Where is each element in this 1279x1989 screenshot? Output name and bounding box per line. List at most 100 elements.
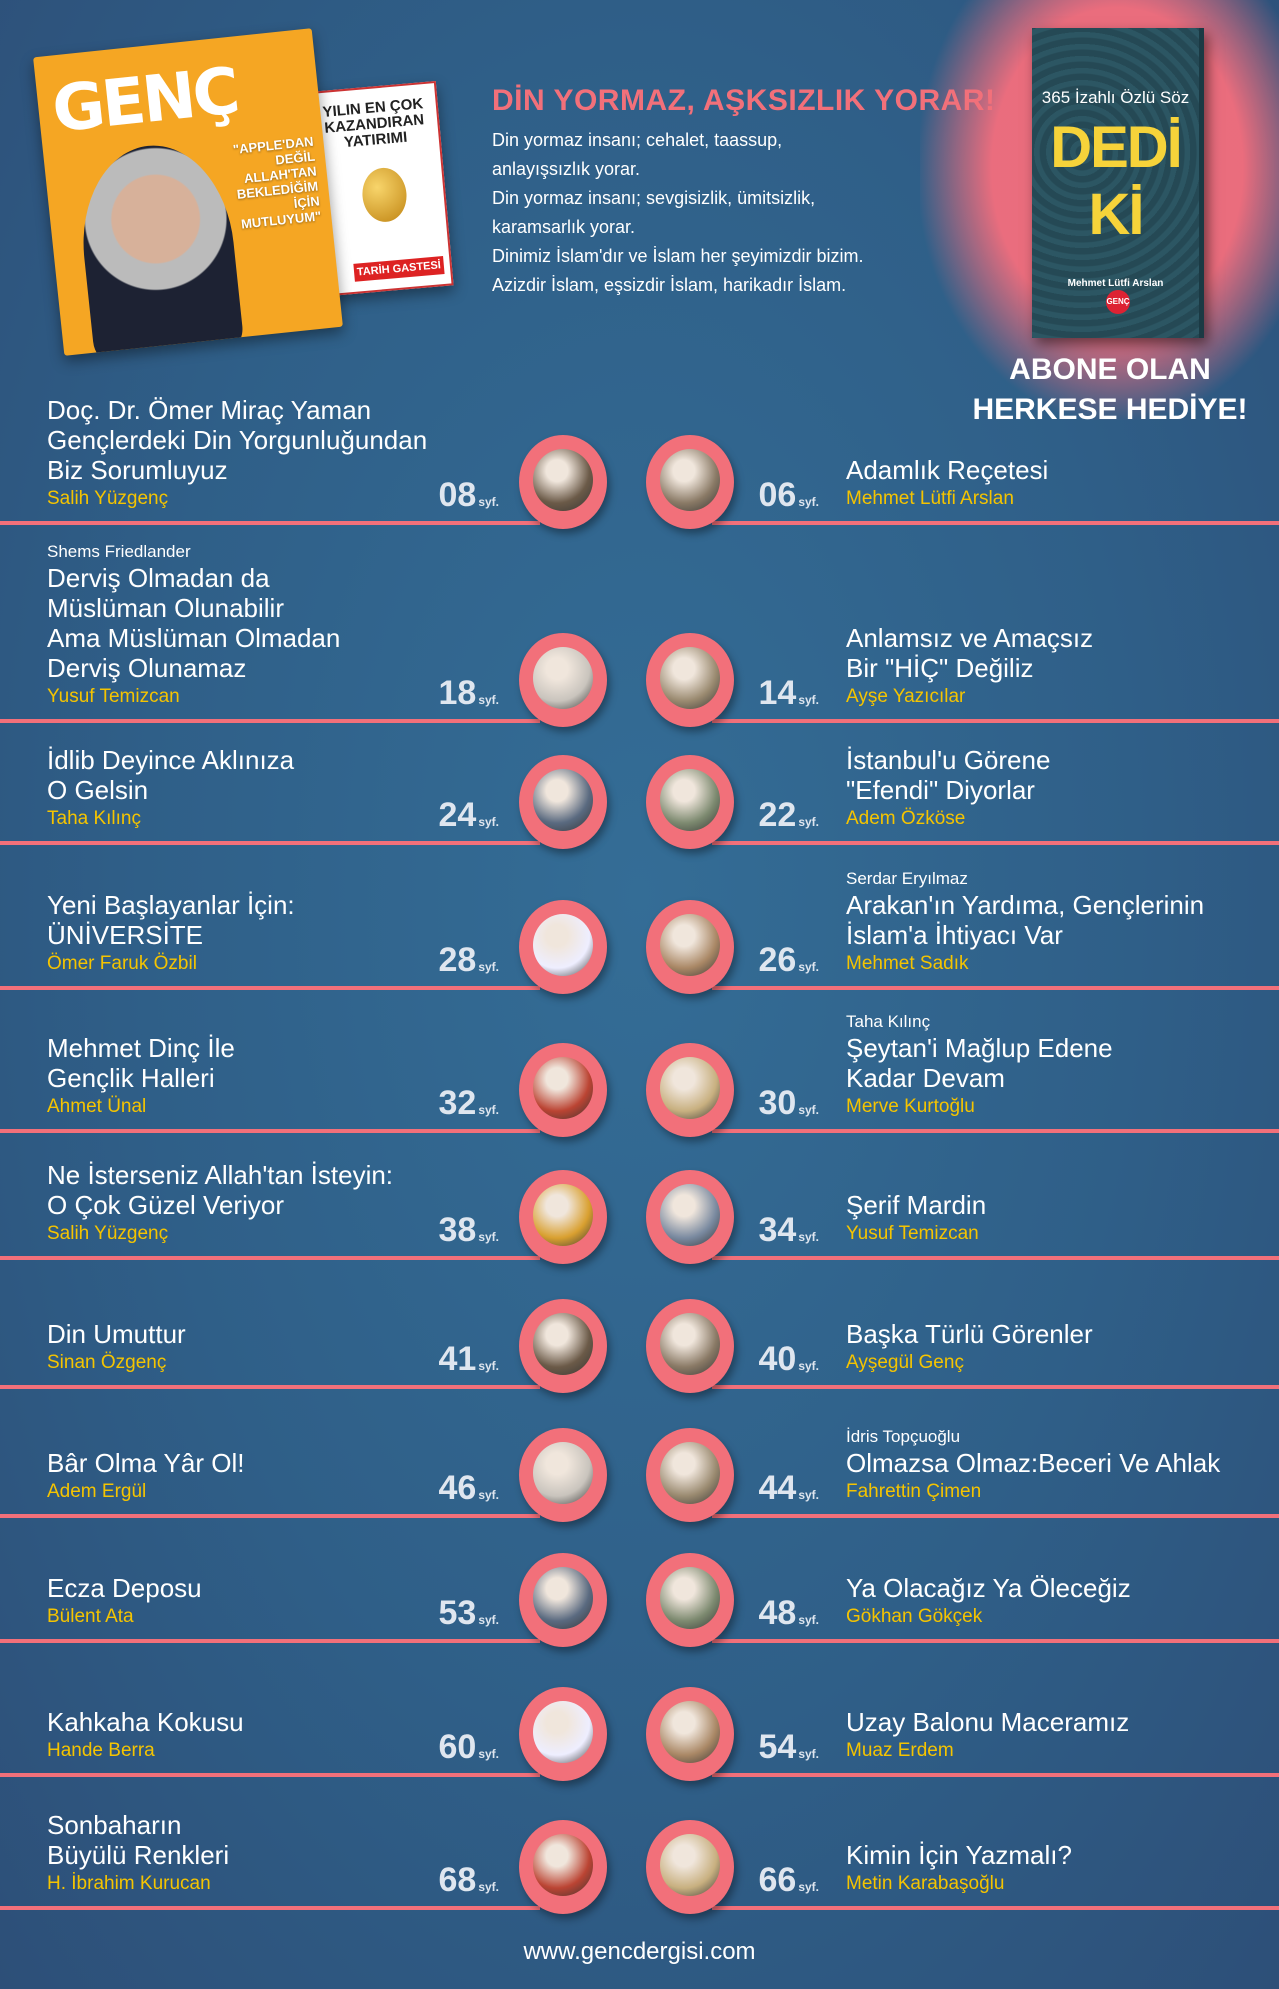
article-interviewee: Taha Kılınç [846, 1012, 931, 1031]
divider-line [712, 1514, 1279, 1518]
article-thumbnail[interactable] [519, 900, 607, 994]
article-left[interactable]: Shems Friedlander Derviş Olmadan da Müslüm… [47, 541, 340, 711]
page-value: 54 [758, 1728, 797, 1766]
page-number: 44 syf. [758, 1470, 819, 1506]
article-right[interactable]: Uzay Balonu Maceramız Muaz Erdem [846, 1707, 1129, 1765]
page-number: 46 syf. [438, 1470, 499, 1506]
article-photo [660, 1313, 720, 1375]
article-author: Ayşegül Genç [846, 1352, 964, 1373]
contents-row: Bâr Olma Yâr Ol! Adem Ergül 46 syf. İdris To… [0, 1389, 1279, 1522]
article-thumbnail[interactable] [519, 1170, 607, 1264]
article-photo [533, 1057, 593, 1119]
article-thumbnail[interactable] [519, 435, 607, 529]
article-thumbnail[interactable] [646, 1299, 734, 1393]
divider-line [0, 986, 540, 990]
page-suffix: syf. [478, 1103, 499, 1117]
article-author: Salih Yüzgenç [47, 488, 169, 509]
article-photo [533, 1313, 593, 1375]
contents-row: Ne İsterseniz Allah'tan İsteyin: O Çok Gü… [0, 1133, 1279, 1264]
article-author: Metin Karabaşoğlu [846, 1873, 1005, 1894]
article-title: Gençlik Halleri [47, 1063, 215, 1093]
article-thumbnail[interactable] [646, 1428, 734, 1522]
article-title: Büyülü Renkleri [47, 1840, 230, 1870]
magazine-cover: GENÇ "APPLE'DAN DEĞİL ALLAH'TAN BEKLEDİĞ… [33, 28, 343, 356]
poem-line: Dinimiz İslam'dır ve İslam her şeyimizdi… [492, 246, 864, 266]
article-thumbnail[interactable] [519, 633, 607, 727]
article-left[interactable]: Ne İsterseniz Allah'tan İsteyin: O Çok Gü… [47, 1160, 393, 1248]
article-author: Fahrettin Çimen [846, 1481, 982, 1502]
article-thumbnail[interactable] [519, 1553, 607, 1647]
article-title: Gençlerdeki Din Yorgunluğundan [47, 425, 428, 455]
article-author: Mehmet Sadık [846, 953, 969, 974]
page-value: 06 [758, 476, 797, 514]
divider-line [0, 1256, 540, 1260]
article-thumbnail[interactable] [646, 900, 734, 994]
article-photo [533, 914, 593, 976]
page-number: 68 syf. [438, 1862, 499, 1898]
article-thumbnail[interactable] [646, 633, 734, 727]
article-left[interactable]: İdlib Deyince Aklınıza O Gelsin Taha Kılın… [47, 745, 294, 833]
article-left[interactable]: Bâr Olma Yâr Ol! Adem Ergül [47, 1448, 244, 1506]
article-left[interactable]: Mehmet Dinç İle Gençlik Halleri Ahmet Ünal [47, 1033, 235, 1121]
article-left[interactable]: Kahkaha Kokusu Hande Berra [47, 1707, 244, 1765]
divider-line [712, 841, 1279, 845]
article-thumbnail[interactable] [646, 1820, 734, 1914]
article-right[interactable]: Taha Kılınç Şeytan'i Mağlup Edene Kadar De… [846, 1011, 1113, 1121]
divider-line [712, 986, 1279, 990]
article-right[interactable]: İstanbul'u Görene "Efendi" Diyorlar Adem Ö… [846, 745, 1050, 833]
article-right[interactable]: Serdar Eryılmaz Arakan'ın Yardıma, Gençle… [846, 868, 1204, 978]
article-photo [660, 769, 720, 831]
article-title: İslam'a İhtiyacı Var [846, 920, 1063, 950]
article-right[interactable]: İdris Topçuoğlu Olmazsa Olmaz:Beceri Ve A… [846, 1426, 1220, 1506]
divider-line [0, 1514, 540, 1518]
page-suffix: syf. [798, 1488, 819, 1502]
article-thumbnail[interactable] [519, 1428, 607, 1522]
page-number: 22 syf. [758, 797, 819, 833]
article-right[interactable]: Adamlık Reçetesi Mehmet Lütfi Arslan [846, 455, 1048, 513]
article-thumbnail[interactable] [519, 1820, 607, 1914]
poem: Din yormaz insanı; cehalet, taassup, anl… [492, 126, 864, 300]
article-title: Kahkaha Kokusu [47, 1707, 244, 1737]
article-thumbnail[interactable] [646, 1043, 734, 1137]
article-thumbnail[interactable] [646, 755, 734, 849]
page-number: 66 syf. [758, 1862, 819, 1898]
article-title: Başka Türlü Görenler [846, 1319, 1093, 1349]
page-number: 24 syf. [438, 797, 499, 833]
article-thumbnail[interactable] [646, 435, 734, 529]
article-thumbnail[interactable] [519, 1299, 607, 1393]
article-right[interactable]: Başka Türlü Görenler Ayşegül Genç [846, 1319, 1093, 1377]
article-left[interactable]: Sonbaharın Büyülü Renkleri H. İbrahim Kuru… [47, 1810, 229, 1898]
divider-line [712, 1639, 1279, 1643]
article-thumbnail[interactable] [519, 1687, 607, 1781]
contents-row: Kahkaha Kokusu Hande Berra 60 syf. Uzay Balo… [0, 1643, 1279, 1781]
article-author: Salih Yüzgenç [47, 1223, 169, 1244]
poem-line: Din yormaz insanı; cehalet, taassup, [492, 130, 783, 150]
article-right[interactable]: Kimin İçin Yazmalı? Metin Karabaşoğlu [846, 1840, 1072, 1898]
article-author: Taha Kılınç [47, 808, 141, 829]
website-link[interactable]: www.gencdergisi.com [523, 1938, 756, 1965]
article-thumbnail[interactable] [646, 1553, 734, 1647]
page-value: 66 [758, 1861, 797, 1899]
page-suffix: syf. [478, 1880, 499, 1894]
article-right[interactable]: Şerif Mardin Yusuf Temizcan [846, 1190, 986, 1248]
article-thumbnail[interactable] [519, 755, 607, 849]
article-author: Gökhan Gökçek [846, 1606, 983, 1627]
article-title: Sonbaharın [47, 1810, 182, 1840]
article-thumbnail[interactable] [646, 1170, 734, 1264]
article-right[interactable]: Anlamsız ve Amaçsız Bir "HİÇ" Değiliz Ayşe… [846, 623, 1093, 711]
book-subtitle: 365 İzahlı Özlü Söz [1041, 88, 1190, 107]
article-left[interactable]: Doç. Dr. Ömer Miraç Yaman Gençlerdeki Din… [47, 395, 427, 513]
article-left[interactable]: Yeni Başlayanlar İçin: ÜNİVERSİTE Ömer Far… [47, 890, 295, 978]
article-left[interactable]: Ecza Deposu Bülent Ata [47, 1573, 202, 1631]
article-right[interactable]: Ya Olacağız Ya Öleceğiz Gökhan Gökçek [846, 1573, 1131, 1631]
page-suffix: syf. [798, 1359, 819, 1373]
page-number: 32 syf. [438, 1085, 499, 1121]
page-value: 44 [758, 1469, 797, 1507]
article-thumbnail[interactable] [519, 1043, 607, 1137]
gift-line: ABONE OLAN [1009, 353, 1211, 386]
page-value: 32 [438, 1084, 477, 1122]
article-left[interactable]: Din Umuttur Sinan Özgenç [47, 1319, 186, 1377]
article-thumbnail[interactable] [646, 1687, 734, 1781]
contents-row: Yeni Başlayanlar İçin: ÜNİVERSİTE Ömer Far… [0, 845, 1279, 994]
article-title: Kadar Devam [846, 1063, 1005, 1093]
